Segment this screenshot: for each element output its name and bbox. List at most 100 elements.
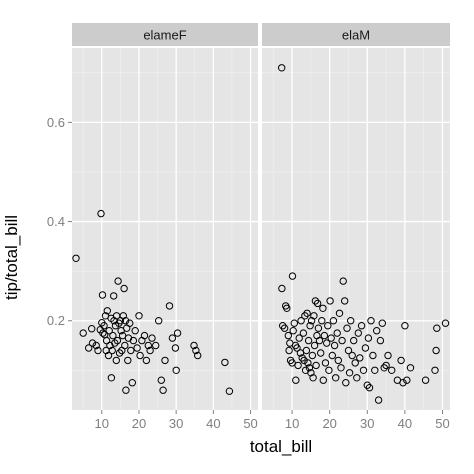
data-point <box>128 379 137 387</box>
data-point <box>319 376 327 384</box>
panel-background <box>72 48 258 410</box>
data-point <box>285 346 293 355</box>
data-point <box>289 327 297 335</box>
data-point <box>406 364 415 372</box>
data-point <box>114 277 122 285</box>
facet-strip-label: elameF <box>143 28 186 43</box>
data-point <box>99 329 107 337</box>
data-point <box>192 346 200 355</box>
data-point <box>441 319 450 327</box>
data-point <box>305 364 314 372</box>
data-point <box>347 317 355 325</box>
data-point <box>335 309 344 317</box>
data-point <box>110 292 118 300</box>
data-point <box>165 302 174 310</box>
data-point <box>361 344 370 352</box>
data-point <box>354 329 362 337</box>
data-point <box>121 317 130 325</box>
data-point <box>310 341 319 350</box>
data-point <box>127 346 135 355</box>
data-point <box>369 351 377 360</box>
data-point <box>104 351 113 360</box>
data-point <box>112 356 121 365</box>
x-tick-label: 50 <box>435 416 449 431</box>
data-point <box>293 344 301 352</box>
x-tick-label: 30 <box>360 416 374 431</box>
data-point <box>359 366 368 374</box>
data-point <box>399 379 407 387</box>
data-point <box>374 396 383 404</box>
data-point <box>376 336 385 345</box>
x-tick-label: 10 <box>95 416 109 431</box>
data-point <box>364 334 373 342</box>
data-point <box>353 374 361 382</box>
data-point <box>172 366 180 374</box>
data-point <box>288 359 296 367</box>
data-point <box>171 344 180 352</box>
data-point <box>122 386 130 394</box>
data-point <box>334 356 342 365</box>
data-point <box>115 349 124 357</box>
data-point <box>94 346 102 355</box>
data-point <box>324 322 332 330</box>
data-point <box>146 346 154 355</box>
data-point <box>131 327 139 335</box>
data-point <box>302 346 311 355</box>
data-point <box>380 364 388 372</box>
data-point <box>155 317 163 325</box>
data-point <box>152 341 160 350</box>
data-point <box>290 319 298 327</box>
data-point <box>365 384 374 392</box>
data-point <box>315 336 324 345</box>
data-point <box>339 277 347 285</box>
data-point <box>308 351 317 360</box>
data-point <box>85 344 93 352</box>
data-point <box>103 307 112 315</box>
data-point <box>421 376 430 384</box>
data-point <box>111 339 119 347</box>
data-point <box>92 341 100 350</box>
data-point <box>303 309 311 317</box>
data-point <box>300 356 308 365</box>
data-point <box>88 325 96 333</box>
data-point <box>295 334 303 342</box>
data-point <box>294 361 302 370</box>
data-point <box>317 349 325 357</box>
data-point <box>124 356 132 365</box>
data-point <box>312 361 320 370</box>
y-tick-label: 0.6 <box>47 115 65 130</box>
panel-background <box>262 48 450 410</box>
data-point <box>356 354 364 362</box>
data-point <box>330 341 339 350</box>
x-tick-label: 40 <box>206 416 220 431</box>
data-point <box>431 366 439 374</box>
facet-strip <box>262 23 450 46</box>
data-point <box>328 351 336 360</box>
facet-strip-label: elaM <box>342 28 370 43</box>
data-point <box>194 351 202 360</box>
data-point <box>280 324 289 332</box>
data-point <box>326 297 334 305</box>
data-point <box>345 369 354 377</box>
data-point <box>126 319 134 327</box>
data-point <box>297 317 305 325</box>
data-point <box>135 312 143 320</box>
data-point <box>102 336 111 345</box>
y-tick-label: 0.2 <box>47 313 65 328</box>
data-point <box>306 322 314 330</box>
data-point <box>142 356 151 365</box>
data-point <box>325 366 333 374</box>
data-point <box>348 351 356 360</box>
data-point <box>433 324 441 332</box>
data-point <box>157 376 166 384</box>
data-point <box>304 336 313 345</box>
data-point <box>98 291 107 299</box>
data-point <box>314 324 323 332</box>
x-tick-label: 40 <box>398 416 412 431</box>
data-point <box>283 304 291 312</box>
data-point <box>121 341 129 350</box>
data-point <box>403 376 411 384</box>
y-tick-label: 0.4 <box>47 214 65 229</box>
data-point <box>382 361 390 370</box>
